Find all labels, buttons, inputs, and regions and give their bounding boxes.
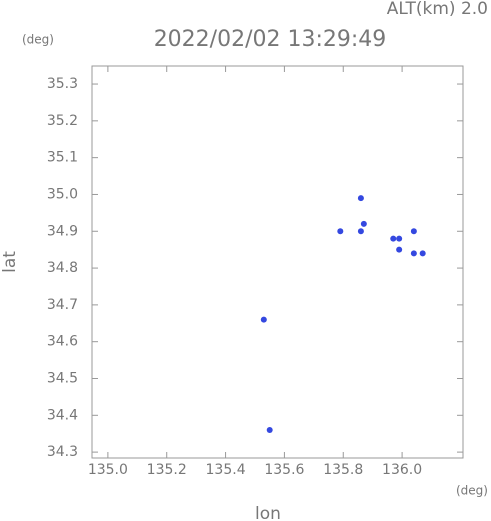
echo-point <box>266 427 273 434</box>
y-tick-label: 35.0 <box>47 186 78 202</box>
y-tick-label: 34.4 <box>47 407 78 423</box>
y-tick-label: 34.6 <box>47 334 78 350</box>
y-tick-label: 34.9 <box>47 223 78 239</box>
y-axis-label: lat <box>0 251 20 273</box>
x-unit: (deg) <box>456 484 488 498</box>
y-unit: (deg) <box>22 33 54 47</box>
plot-frame <box>91 65 464 459</box>
x-tick-label: 135.6 <box>264 462 304 478</box>
echo-point <box>396 235 403 242</box>
x-tick-label: 135.2 <box>147 462 187 478</box>
y-tick-label: 34.8 <box>47 260 78 276</box>
chart-title: 2022/02/02 13:29:49 <box>154 27 387 52</box>
echo-point <box>357 228 364 235</box>
annotation: ALT(km) 2.0 <box>387 0 488 19</box>
echo-point <box>396 246 403 253</box>
y-tick-label: 34.5 <box>47 370 78 386</box>
y-tick-label: 34.7 <box>47 297 78 313</box>
echo-point <box>337 228 344 235</box>
echo-point <box>260 316 267 323</box>
y-tick-label: 34.3 <box>47 444 78 460</box>
echo-point <box>357 195 364 202</box>
x-axis-label: lon <box>255 504 281 521</box>
echo-point <box>419 250 426 257</box>
echo-point <box>410 250 417 257</box>
y-tick-label: 35.3 <box>47 76 78 92</box>
x-tick-label: 136.0 <box>382 462 422 478</box>
echo-point <box>360 220 367 227</box>
y-tick-label: 35.1 <box>47 150 78 166</box>
y-tick-label: 35.2 <box>47 113 78 129</box>
x-tick-label: 135.8 <box>323 462 363 478</box>
x-tick-label: 135.4 <box>206 462 246 478</box>
echo-point <box>390 235 397 242</box>
x-tick-label: 135.0 <box>88 462 128 478</box>
echo-point <box>410 228 417 235</box>
